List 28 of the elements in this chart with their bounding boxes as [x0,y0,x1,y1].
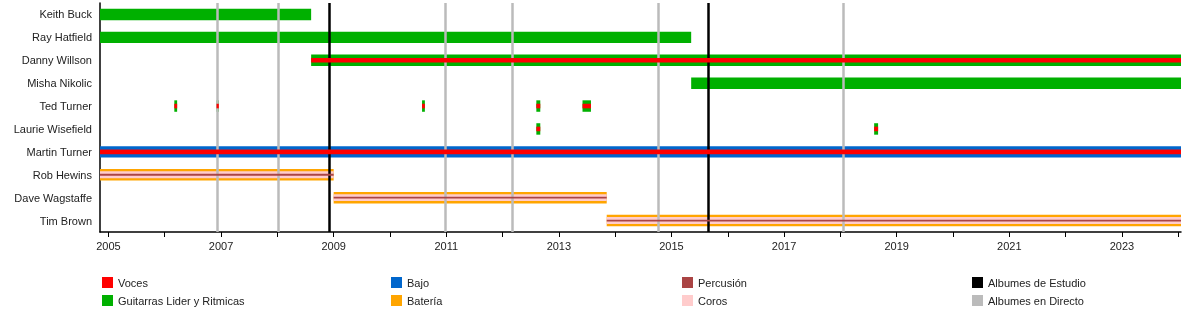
x-tick-label: 2021 [997,239,1022,252]
y-tick-label: Danny Willson [21,54,92,67]
y-tick-label: Ted Turner [39,100,93,113]
legend-label: Batería [407,294,444,307]
x-tick-label: 2023 [1109,239,1135,252]
x-tick-label: 2007 [208,239,234,252]
x-tick-label: 2017 [771,239,797,252]
y-tick-label: Laurie Wisefield [13,122,92,135]
x-tick-label: 2015 [659,239,684,252]
x-tick-label: 2005 [96,239,121,252]
legend-label: Guitarras Lider y Ritmicas [118,294,246,307]
y-tick-label: Ray Hatfield [32,31,92,44]
legend-label: Percusión [698,276,747,289]
legend-label: Voces [118,276,149,289]
x-tick-label: 2011 [434,239,459,252]
x-tick-label: 2009 [321,239,346,252]
y-tick-label: Dave Wagstaffe [14,191,92,204]
y-tick-label: Tim Brown [39,214,92,227]
x-tick-label: 2013 [546,239,572,252]
legend-label: Coros [698,294,728,307]
y-tick-label: Martin Turner [26,145,93,158]
y-tick-label: Keith Buck [39,8,93,21]
legend-label: Bajo [407,276,430,289]
legend-label: Albumes en Directo [988,294,1084,307]
legend-label: Albumes de Estudio [988,276,1086,289]
y-tick-label: Misha Nikolic [27,77,93,90]
x-tick-label: 2019 [884,239,909,252]
y-tick-label: Rob Hewins [32,168,93,181]
